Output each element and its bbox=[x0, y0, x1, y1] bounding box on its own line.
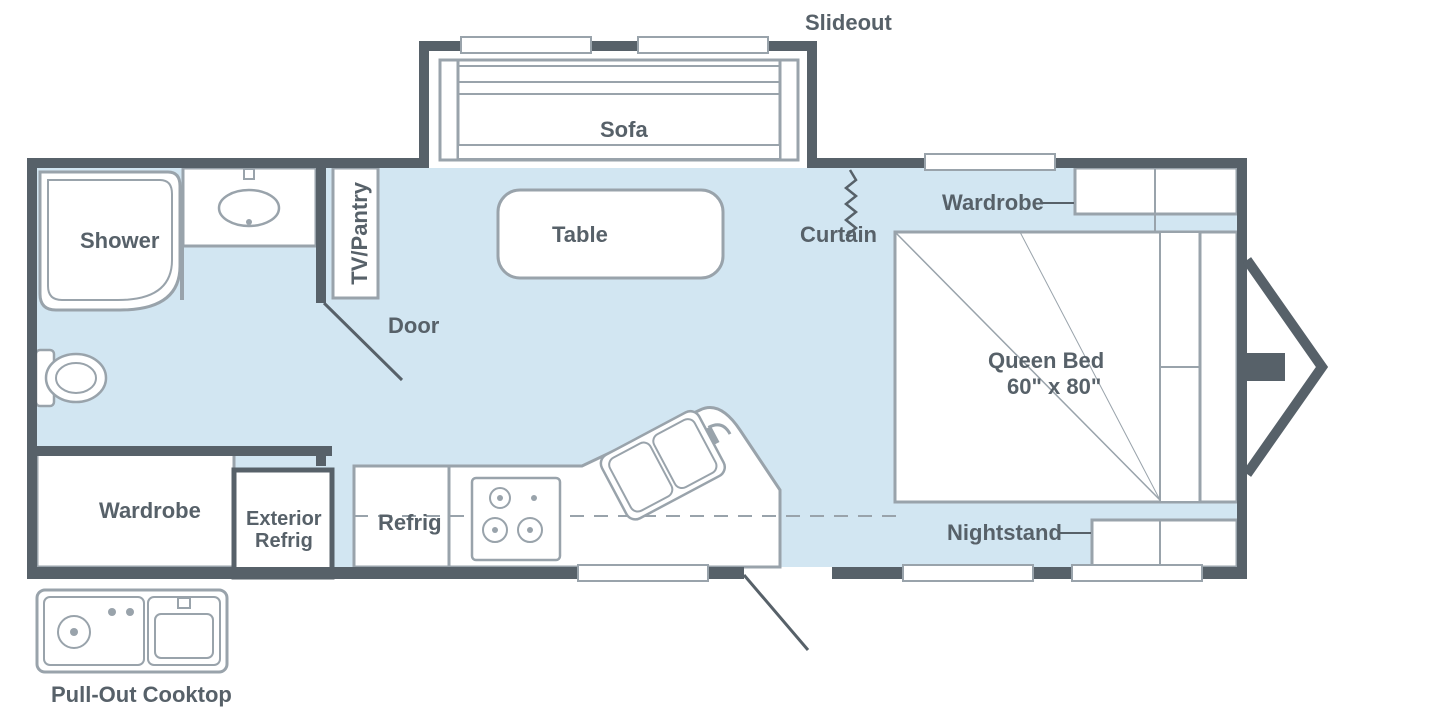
nightstand-label: Nightstand bbox=[947, 520, 1062, 546]
curtain-label: Curtain bbox=[800, 222, 877, 248]
wardrobe-bot-label: Wardrobe bbox=[99, 498, 201, 524]
queen-bed-label-1: Queen Bed bbox=[988, 348, 1104, 374]
sofa-label: Sofa bbox=[600, 117, 648, 143]
nightstand bbox=[1092, 520, 1237, 567]
pullout-cooktop-label: Pull-Out Cooktop bbox=[51, 682, 232, 708]
sofa bbox=[440, 60, 798, 160]
toilet bbox=[36, 350, 106, 406]
refrig-label: Refrig bbox=[378, 510, 442, 536]
wardrobe-top-label: Wardrobe bbox=[942, 190, 1044, 216]
shower-label: Shower bbox=[80, 228, 159, 254]
slideout-label: Slideout bbox=[805, 10, 892, 36]
door-label: Door bbox=[388, 313, 439, 339]
tv-pantry-label: TV/Pantry bbox=[347, 182, 373, 285]
hitch bbox=[1247, 260, 1322, 474]
pullout-cooktop bbox=[37, 590, 227, 672]
ext-refrig-label-2: Refrig bbox=[255, 530, 313, 553]
ext-refrig-label-1: Exterior bbox=[246, 508, 322, 531]
table bbox=[498, 190, 723, 278]
table-label: Table bbox=[552, 222, 608, 248]
floorplan-svg bbox=[0, 0, 1430, 711]
vanity bbox=[183, 168, 316, 246]
queen-bed-label-2: 60" x 80" bbox=[1007, 374, 1101, 400]
